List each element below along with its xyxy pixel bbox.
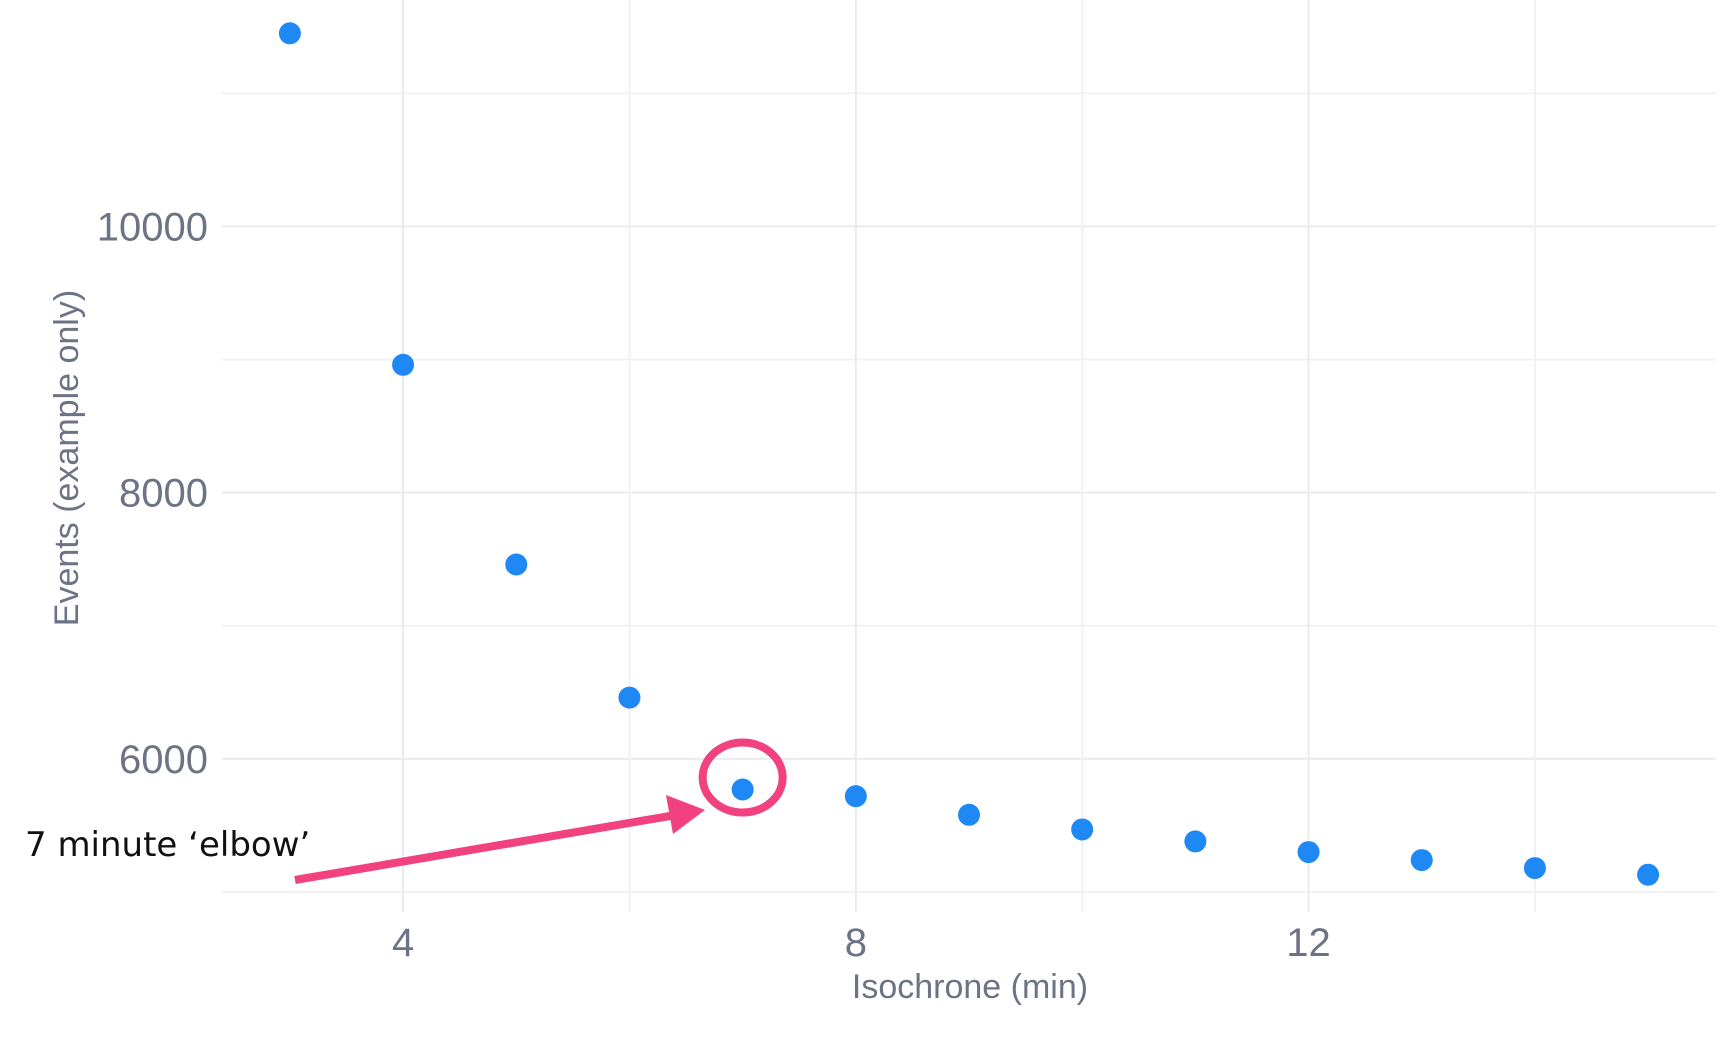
data-point — [1523, 857, 1546, 880]
elbow-annotation: 7 minute ‘elbow’ — [25, 738, 787, 884]
x-tick-label: 4 — [392, 921, 414, 965]
data-point — [1297, 841, 1320, 864]
y-axis-title: Events (example only) — [48, 290, 86, 626]
x-axis-ticks: 4 8 12 — [392, 921, 1331, 965]
data-point — [1637, 863, 1660, 886]
data-point — [844, 785, 867, 808]
y-axis-ticks: 6000 8000 10000 — [97, 205, 208, 782]
data-point — [958, 803, 980, 826]
y-tick-label: 8000 — [119, 472, 208, 516]
data-point — [1410, 849, 1433, 872]
data-point — [731, 778, 754, 801]
data-point — [278, 22, 301, 45]
data-point — [505, 553, 528, 576]
data-point — [618, 686, 641, 709]
data-points — [278, 22, 1660, 886]
elbow-arrow-head — [666, 795, 705, 834]
y-tick-label: 10000 — [97, 205, 208, 249]
elbow-arrow-shaft — [294, 811, 677, 884]
data-point — [392, 353, 415, 376]
data-point — [1071, 818, 1094, 841]
x-tick-label: 8 — [845, 921, 867, 965]
data-point — [1184, 830, 1207, 853]
x-axis-title: Isochrone (min) — [852, 968, 1088, 1006]
y-tick-label: 6000 — [119, 738, 208, 782]
elbow-highlight-circle — [698, 738, 787, 817]
elbow-annotation-label: 7 minute ‘elbow’ — [25, 825, 310, 865]
x-tick-label: 12 — [1286, 921, 1331, 965]
grid — [222, 0, 1716, 912]
